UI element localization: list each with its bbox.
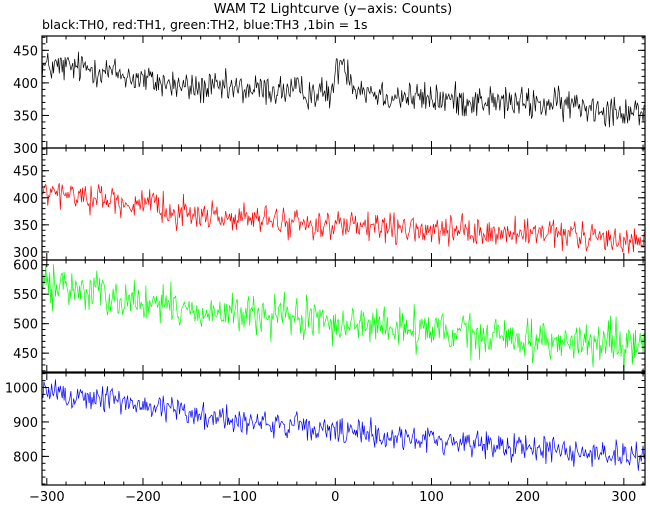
chart-title: WAM T2 Lightcurve (y−axis: Counts) <box>214 2 452 17</box>
panel-th2: 450 500 550 600 <box>13 259 646 373</box>
y-tick-label: 450 <box>13 44 38 59</box>
series-line-th1 <box>42 183 645 254</box>
panel-frame <box>41 259 646 373</box>
series-line-th0 <box>42 51 645 128</box>
y-tick-label: 450 <box>13 347 38 362</box>
y-tick-label: 500 <box>13 318 38 333</box>
panel-th1: 300 350 400 450 <box>13 147 646 261</box>
x-tick-label: 300 <box>611 490 636 505</box>
x-tick-label: −100 <box>221 490 257 505</box>
x-tick-label: −200 <box>125 490 161 505</box>
y-tick-label: 800 <box>13 450 38 465</box>
y-tick-label: 350 <box>13 109 38 124</box>
panel-th0: 300 350 400 450 <box>13 35 646 157</box>
x-tick-label: 0 <box>331 490 339 505</box>
series-line-th2 <box>42 264 645 372</box>
y-tick-label: 900 <box>13 416 38 431</box>
x-axis: −300 −200 −100 0 100 200 300 <box>29 490 636 505</box>
y-tick-label: 300 <box>13 246 38 261</box>
y-tick-label: 1000 <box>5 381 38 396</box>
panel-frame <box>41 372 646 486</box>
chart-subtitle: black:TH0, red:TH1, green:TH2, blue:TH3 … <box>42 17 368 32</box>
y-tick-label: 450 <box>13 165 38 180</box>
y-tick-label: 300 <box>13 142 38 157</box>
y-tick-label: 400 <box>13 77 38 92</box>
x-tick-label: −300 <box>29 490 65 505</box>
y-tick-label: 550 <box>13 288 38 303</box>
x-tick-label: 100 <box>419 490 444 505</box>
series-line-th3 <box>42 379 645 471</box>
y-tick-label: 400 <box>13 192 38 207</box>
y-tick-label: 600 <box>13 259 38 274</box>
x-tick-label: 200 <box>515 490 540 505</box>
y-tick-label: 350 <box>13 219 38 234</box>
panel-th3: 800 900 1000 <box>5 372 646 486</box>
panels-group: 300 350 400 450 300 350 400 450 450 500 550 600 800 9… <box>5 35 646 486</box>
